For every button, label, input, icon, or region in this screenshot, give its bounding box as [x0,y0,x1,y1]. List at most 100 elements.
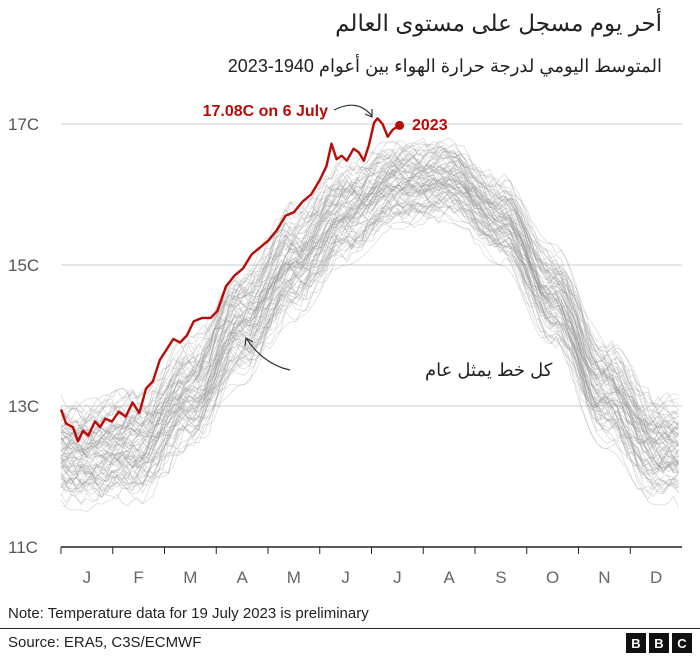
history-arrow-icon [245,337,291,371]
history-year-line [60,157,679,448]
history-year-line [60,163,679,460]
history-year-line [60,161,679,441]
history-year-line [60,166,679,450]
chart-note: Note: Temperature data for 19 July 2023 … [8,605,369,622]
history-year-line [60,161,679,456]
history-year-line [60,144,679,429]
history-year-line [60,177,679,475]
x-tick-label: N [598,568,610,587]
x-tick-label: A [236,568,248,587]
x-tick-label: M [183,568,197,587]
history-year-line [60,164,679,453]
x-tick-label: J [341,568,350,587]
history-year-line [60,186,679,486]
history-year-line [60,183,679,477]
history-year-line [60,178,679,479]
history-year-line [60,181,679,476]
history-year-line [60,166,679,468]
y-tick-label: 17C [8,115,39,134]
history-year-line [60,192,679,493]
history-year-line [60,147,679,436]
history-year-line [60,200,679,497]
x-tick-label: O [546,568,559,587]
x-tick-label: J [393,568,402,587]
temperature-chart: 17C 15C 13C 11C J F M A M J J A S O N D 17.08C on 6 Ju… [8,103,682,587]
history-year-line [60,214,679,513]
bbc-logo-letter: B [626,633,646,653]
history-year-line [60,151,679,444]
history-year-line [60,205,679,506]
footer-divider [0,628,700,629]
history-year-line [60,137,679,420]
history-year-line [60,191,679,487]
history-year-line [60,184,679,485]
history-year-line [60,144,679,441]
history-year-line [60,172,679,469]
history-year-line [60,143,679,423]
history-year-line [60,160,679,448]
chart-source: Source: ERA5, C3S/ECMWF [8,634,202,651]
history-year-line [60,176,679,472]
history-year-line [60,157,679,449]
history-year-line [60,204,679,505]
history-year-line [60,150,679,435]
chart-title: أحر يوم مسجل على مستوى العالم [335,10,662,36]
history-year-line [60,177,679,478]
history-year-line [60,191,679,489]
bbc-logo-letter: B [649,633,669,653]
history-year-line [60,168,679,453]
series-2023-line [59,117,401,443]
series-2023-label: 2023 [412,117,448,134]
x-tick-label: A [443,568,455,587]
history-year-line [60,146,679,437]
history-year-line [60,167,679,453]
history-year-line [60,178,679,486]
history-year-line [60,169,679,462]
history-year-line [60,176,679,469]
history-year-line [60,193,679,495]
history-year-line [60,181,679,484]
series-2023-endpoint [395,120,405,130]
x-tick-label: M [287,568,301,587]
x-tick-label: D [650,568,662,587]
chart-subtitle: المتوسط اليومي لدرجة حرارة الهواء بين أع… [227,56,662,76]
history-year-line [60,169,679,462]
history-year-line [60,197,679,495]
peak-arrowhead-icon [364,109,373,118]
history-year-line [60,146,679,428]
each-line-is-a-year-annotation: كل خط يمثل عام [425,360,553,381]
history-year-line [60,176,679,476]
history-year-line [60,137,679,416]
x-tick-label: F [133,568,143,587]
history-year-line [60,143,679,434]
history-year-line [60,206,679,507]
y-tick-label: 15C [8,256,39,275]
peak-arrow-icon [333,104,373,117]
history-year-line [60,189,679,484]
history-year-line [60,175,679,459]
history-year-line [60,157,679,438]
history-year-line [60,195,679,491]
history-year-line [60,173,679,471]
history-year-line [60,151,679,452]
history-year-line [60,146,679,436]
history-year-line [60,177,679,466]
y-tick-label: 13C [8,397,39,416]
history-year-line [60,140,679,424]
history-year-line [60,195,679,504]
history-year-line [60,185,679,477]
history-year-line [60,178,679,469]
history-year-line [60,155,679,447]
history-year-line [60,174,679,464]
history-year-line [60,159,679,444]
history-year-line [60,164,679,459]
x-tick-label: S [495,568,506,587]
history-year-line [60,150,679,435]
x-tick-label: J [83,568,92,587]
history-year-line [60,195,679,490]
history-year-line [60,193,679,498]
history-year-line [60,186,679,493]
history-year-line [60,165,679,454]
history-year-line [60,156,679,446]
history-year-line [60,166,679,454]
